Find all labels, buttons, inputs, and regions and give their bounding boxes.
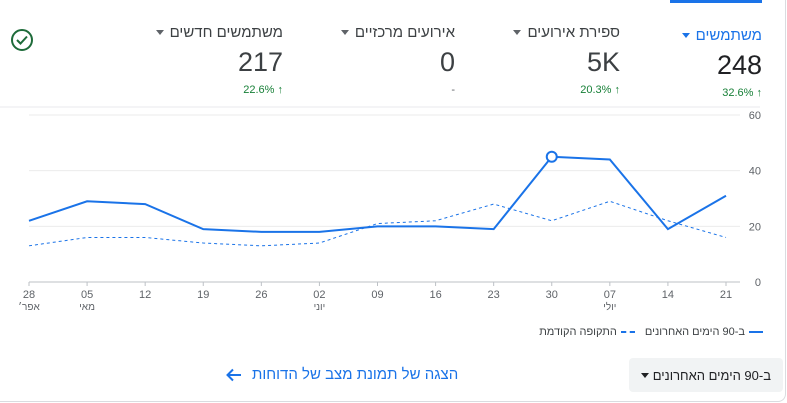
metric-title: אירועים מרכזיים	[354, 24, 455, 41]
x-tick-label: 19	[197, 289, 209, 301]
chart-legend: ב-90 הימים האחרונים התקופה הקודמת	[539, 326, 763, 338]
metric-change: 22.6% ↑	[243, 84, 283, 96]
metric-new-users[interactable]: משתמשים חדשים 217 22.6% ↑	[140, 0, 283, 104]
x-month-label: אפר׳	[18, 302, 40, 313]
metric-value: 0	[439, 47, 455, 77]
y-tick-label: 60	[749, 110, 761, 122]
link-label: הצגה של תמונת מצב של הדוחות	[252, 366, 459, 383]
solid-line-swatch	[749, 331, 763, 333]
x-tick-label: 26	[255, 289, 267, 301]
arrow-up-icon: ↑	[756, 87, 763, 99]
metric-key-events[interactable]: אירועים מרכזיים 0 -	[330, 0, 455, 104]
x-tick-label: 05	[81, 289, 93, 301]
x-month-label: יוני	[314, 302, 326, 313]
metric-change: -	[451, 84, 455, 96]
metric-title: ספירת אירועים	[527, 24, 620, 41]
y-tick-label: 0	[755, 277, 761, 289]
x-tick-label: 07	[604, 289, 616, 301]
metric-value: 217	[237, 47, 283, 77]
x-tick-label: 12	[139, 289, 151, 301]
metric-title: משתמשים חדשים	[169, 24, 283, 41]
legend-previous: התקופה הקודמת	[539, 326, 635, 338]
date-range-dropdown[interactable]: ב-90 הימים האחרונים	[629, 358, 783, 392]
legend-current: ב-90 הימים האחרונים	[645, 326, 763, 338]
x-tick-label: 21	[720, 289, 732, 301]
date-range-label: ב-90 הימים האחרונים	[652, 367, 771, 383]
metric-title: משתמשים	[695, 27, 762, 44]
arrow-up-icon: ↑	[277, 84, 284, 96]
metric-value: 248	[716, 50, 762, 80]
arrow-left-icon	[226, 368, 241, 381]
metric-event-count[interactable]: ספירת אירועים 5K 20.3% ↑	[500, 0, 620, 104]
x-tick-label: 30	[546, 289, 558, 301]
caret-down-icon	[340, 30, 349, 35]
x-tick-label: 28	[23, 289, 35, 301]
arrow-up-icon: ↑	[614, 84, 621, 96]
metric-change: 32.6% ↑	[722, 87, 762, 99]
x-month-label: יולי	[603, 301, 616, 313]
y-tick-label: 20	[749, 221, 761, 233]
caret-down-icon	[681, 33, 690, 38]
metric-change: 20.3% ↑	[580, 84, 620, 96]
x-tick-label: 23	[488, 289, 500, 301]
x-tick-label: 16	[429, 289, 441, 301]
dashed-line-swatch	[620, 331, 635, 333]
check-circle-icon	[11, 29, 33, 51]
highlight-point	[545, 150, 558, 163]
caret-down-icon	[641, 372, 649, 378]
caret-down-icon	[155, 30, 164, 35]
previous-period-line	[28, 200, 727, 247]
metric-users[interactable]: משתמשים 248 32.6% ↑	[670, 0, 762, 104]
y-tick-label: 40	[749, 166, 761, 178]
x-tick-label: 14	[662, 289, 674, 301]
caret-down-icon	[513, 30, 522, 35]
x-month-label: מאי	[79, 302, 95, 313]
x-tick-label: 09	[371, 289, 383, 301]
current-period-line	[28, 155, 727, 233]
metric-value: 5K	[586, 47, 620, 77]
view-reports-snapshot-link[interactable]: הצגה של תמונת מצב של הדוחות	[226, 366, 458, 383]
x-tick-label: 02	[313, 289, 325, 301]
